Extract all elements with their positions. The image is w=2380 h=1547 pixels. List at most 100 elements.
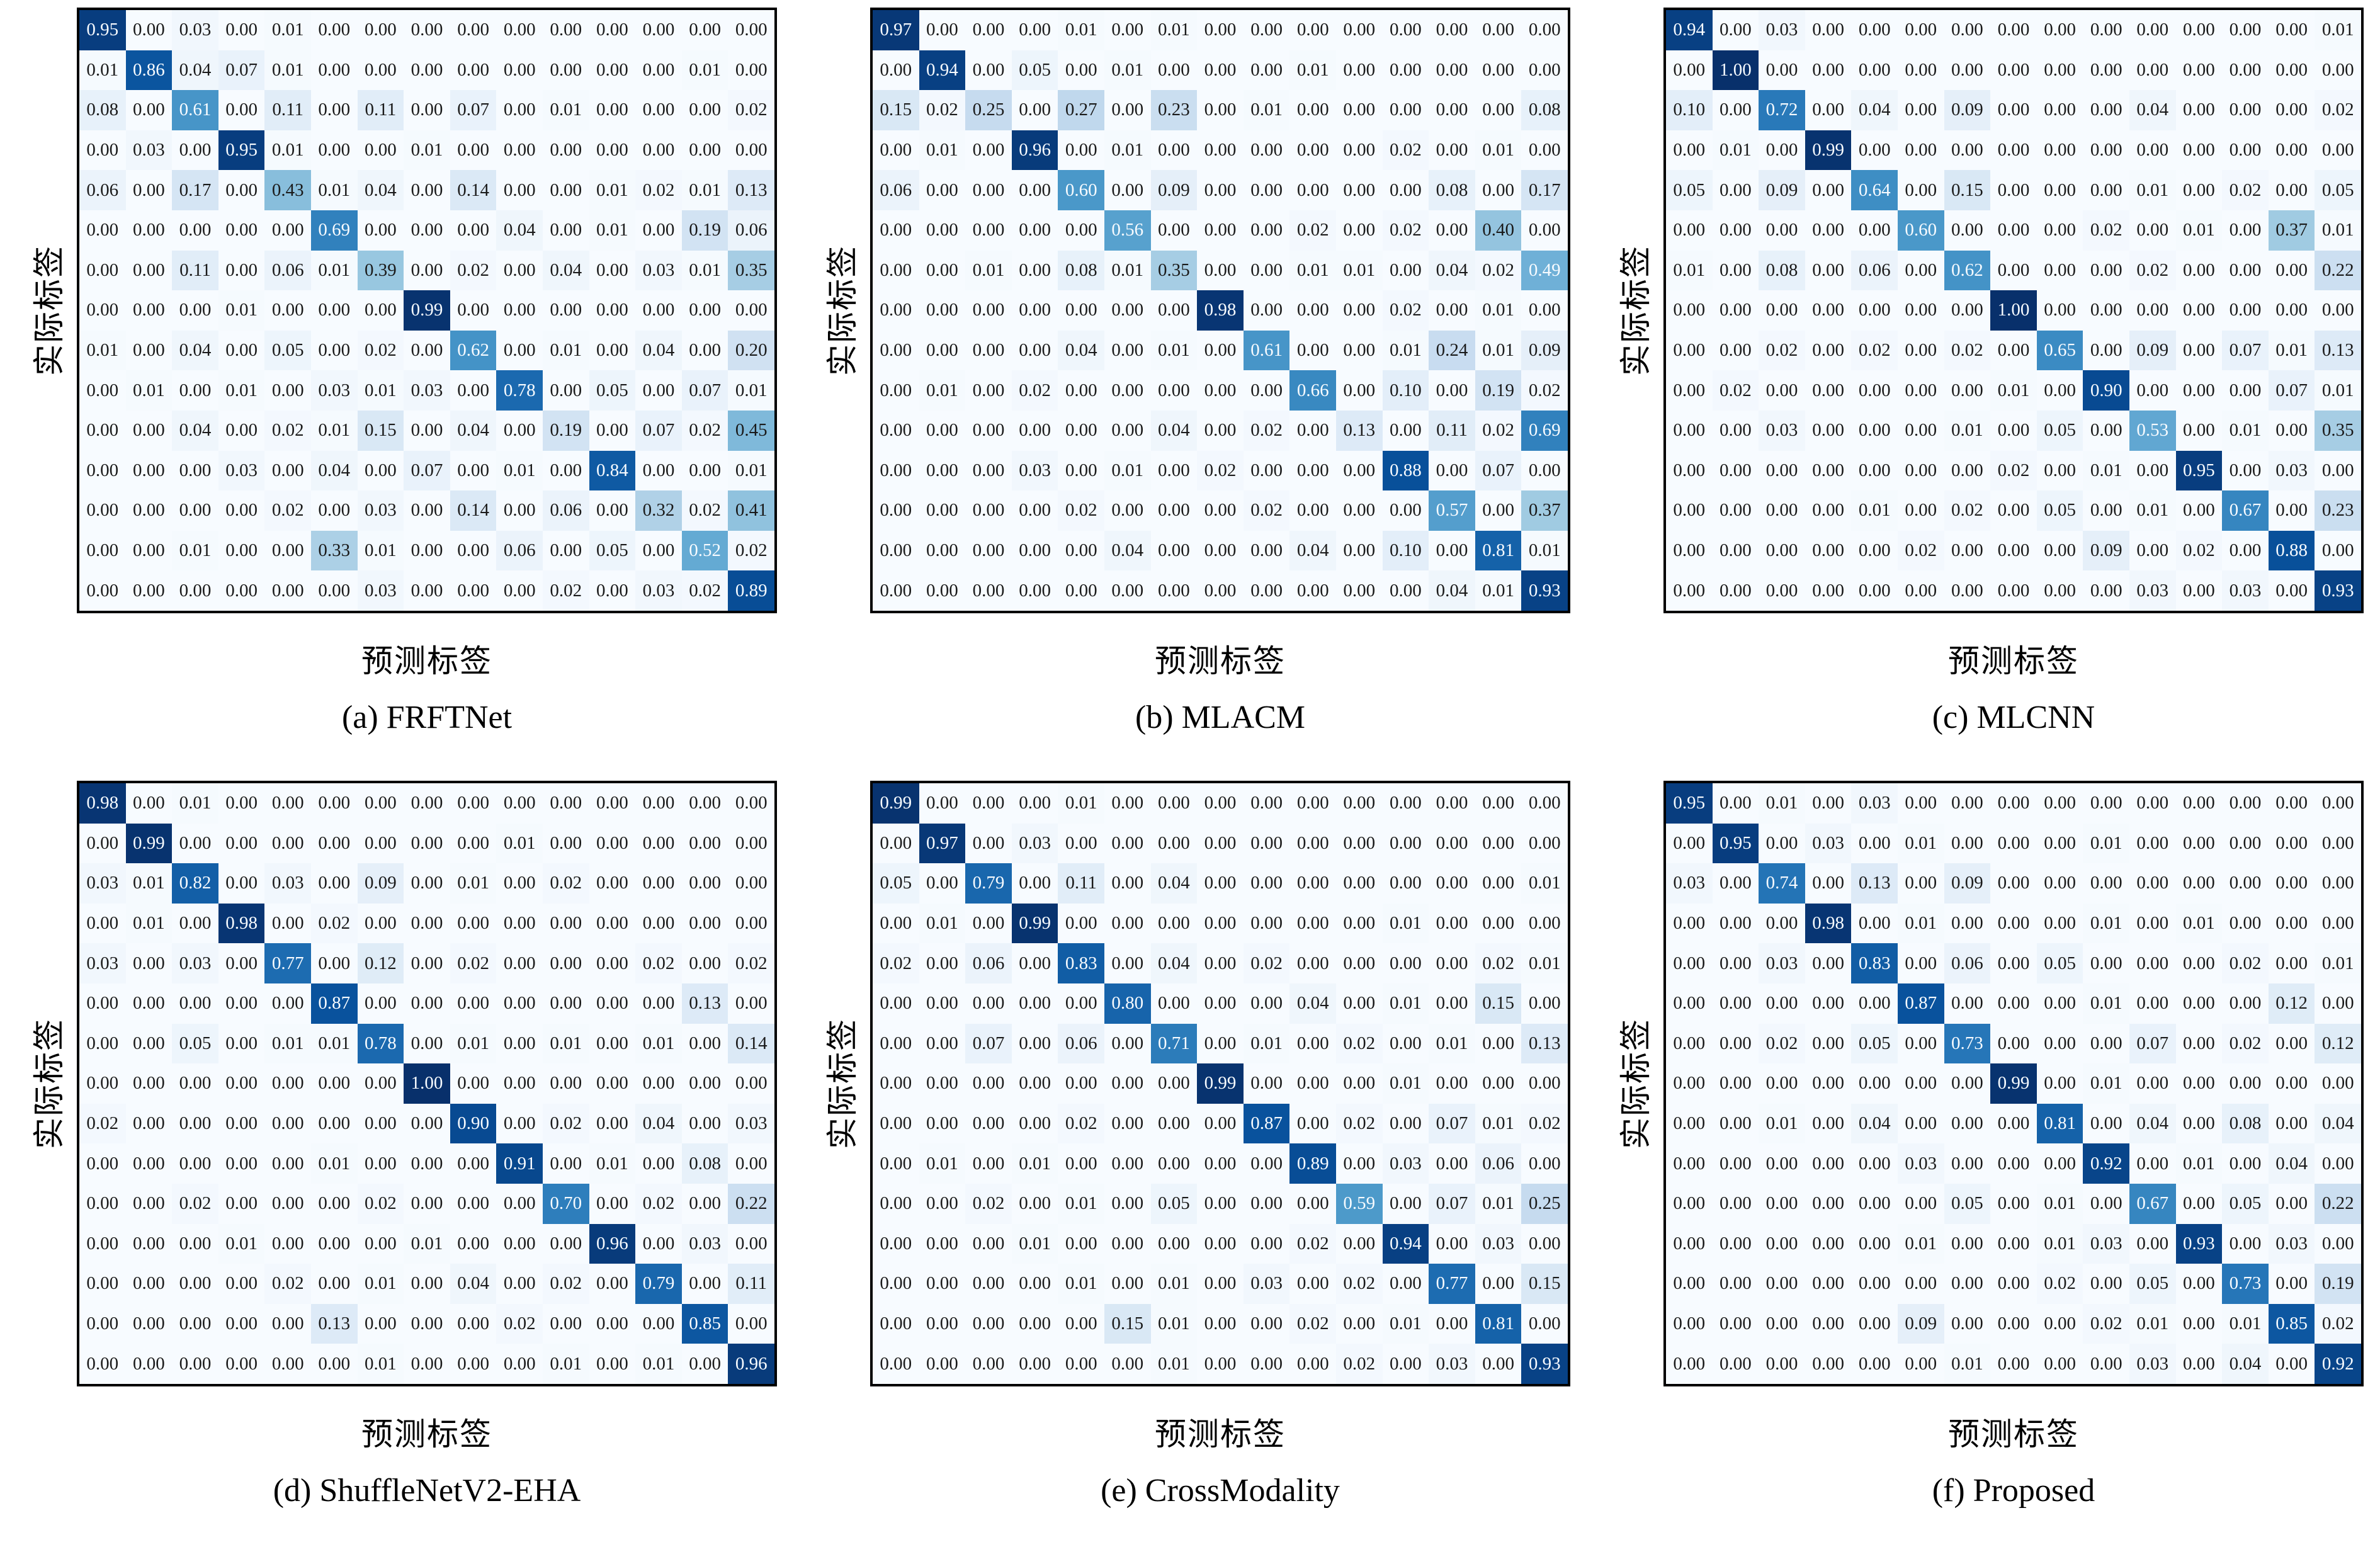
matrix-cell: 0.00 bbox=[1197, 250, 1244, 291]
matrix-cell: 0.00 bbox=[450, 210, 497, 251]
matrix-cell: 0.00 bbox=[1990, 1223, 2037, 1264]
matrix-cell: 0.00 bbox=[496, 1264, 543, 1304]
matrix-cell: 0.00 bbox=[218, 1303, 265, 1344]
matrix-cell: 0.00 bbox=[1429, 1063, 1475, 1104]
matrix-cell: 0.00 bbox=[1944, 10, 1991, 50]
matrix-cell: 0.04 bbox=[635, 1103, 682, 1144]
matrix-cell: 0.00 bbox=[496, 570, 543, 611]
matrix-cell: 0.00 bbox=[2036, 983, 2083, 1024]
matrix-cell: 0.00 bbox=[404, 50, 450, 91]
matrix-cell: 0.00 bbox=[404, 410, 450, 451]
matrix-cell: 0.95 bbox=[2175, 450, 2223, 491]
matrix-cell: 0.00 bbox=[2129, 823, 2176, 864]
matrix-cell: 0.00 bbox=[2175, 410, 2223, 451]
matrix-cell: 0.00 bbox=[496, 1183, 543, 1224]
x-axis-label: 预测标签 bbox=[1947, 643, 2079, 679]
matrix-cell: 0.99 bbox=[125, 823, 173, 864]
matrix-cell: 0.00 bbox=[2175, 1103, 2223, 1144]
matrix-cell: 0.88 bbox=[1382, 450, 1429, 491]
matrix-cell: 0.00 bbox=[542, 823, 589, 864]
matrix-cell: 0.00 bbox=[1243, 863, 1290, 904]
matrix-cell: 0.13 bbox=[2315, 330, 2361, 371]
matrix-cell: 0.13 bbox=[310, 1303, 358, 1344]
matrix-cell: 0.00 bbox=[2175, 90, 2223, 130]
matrix-cell: 0.00 bbox=[218, 90, 265, 130]
matrix-cell: 0.83 bbox=[1851, 943, 1898, 983]
matrix-cell: 0.00 bbox=[1289, 1063, 1336, 1104]
matrix-cell: 0.00 bbox=[2222, 903, 2269, 944]
matrix-cell: 0.01 bbox=[2222, 410, 2269, 451]
matrix-cell: 0.00 bbox=[1990, 490, 2037, 531]
matrix-cell: 0.00 bbox=[310, 50, 358, 91]
matrix-cell: 0.00 bbox=[965, 170, 1012, 210]
y-axis-label-box: 实际标签 bbox=[810, 245, 870, 376]
matrix-cell: 0.02 bbox=[728, 530, 774, 571]
matrix-cell: 0.01 bbox=[1058, 1264, 1104, 1304]
matrix-cell: 0.01 bbox=[728, 370, 774, 411]
matrix-cell: 0.00 bbox=[404, 490, 450, 531]
matrix-cell: 0.00 bbox=[965, 210, 1012, 251]
matrix-cell: 0.00 bbox=[2222, 210, 2269, 251]
matrix-cell: 0.00 bbox=[218, 1143, 265, 1184]
matrix-cell: 0.13 bbox=[1335, 410, 1383, 451]
matrix-cell: 0.00 bbox=[79, 1264, 126, 1304]
matrix-cell: 0.00 bbox=[1429, 1223, 1475, 1264]
matrix-cell: 0.00 bbox=[1990, 330, 2037, 371]
matrix-cell: 0.00 bbox=[1666, 1023, 1713, 1064]
matrix-cell: 0.06 bbox=[873, 170, 919, 210]
matrix-cell: 0.00 bbox=[919, 1303, 966, 1344]
matrix-cell: 0.00 bbox=[1990, 823, 2037, 864]
matrix-cell: 0.00 bbox=[2268, 863, 2315, 904]
matrix-cell: 0.00 bbox=[1011, 490, 1058, 531]
matrix-cell: 0.04 bbox=[172, 50, 218, 91]
matrix-cell: 0.00 bbox=[1058, 50, 1104, 91]
matrix-cell: 0.00 bbox=[1150, 1143, 1198, 1184]
matrix-cell: 0.00 bbox=[1666, 1143, 1713, 1184]
matrix-cell: 0.00 bbox=[1712, 1143, 1759, 1184]
matrix-cell: 0.01 bbox=[1666, 250, 1713, 291]
matrix-cell: 0.00 bbox=[1150, 1103, 1198, 1144]
matrix-cell: 0.90 bbox=[450, 1103, 497, 1144]
matrix-cell: 0.01 bbox=[218, 1223, 265, 1264]
matrix-cell: 0.00 bbox=[496, 1023, 543, 1064]
matrix-cell: 0.00 bbox=[264, 1103, 311, 1144]
matrix-cell: 0.01 bbox=[542, 1344, 589, 1384]
matrix-cell: 0.00 bbox=[1058, 823, 1104, 864]
matrix-cell: 0.00 bbox=[1990, 1344, 2037, 1384]
matrix-cell: 0.77 bbox=[1429, 1264, 1475, 1304]
matrix-cell: 0.93 bbox=[1521, 1344, 1568, 1384]
matrix-cell: 0.00 bbox=[681, 450, 728, 491]
matrix-cell: 0.00 bbox=[1058, 1223, 1104, 1264]
matrix-cell: 0.01 bbox=[218, 370, 265, 411]
y-axis-label-box: 实际标签 bbox=[16, 1018, 77, 1149]
matrix-cell: 0.00 bbox=[125, 1303, 173, 1344]
matrix-cell: 0.00 bbox=[1289, 170, 1336, 210]
matrix-cell: 0.00 bbox=[496, 170, 543, 210]
matrix-cell: 0.00 bbox=[1944, 290, 1991, 331]
matrix-cell: 0.00 bbox=[264, 983, 311, 1024]
matrix-cell: 0.00 bbox=[218, 1063, 265, 1104]
matrix-cell: 0.02 bbox=[450, 943, 497, 983]
matrix-cell: 0.00 bbox=[635, 370, 682, 411]
matrix-cell: 0.00 bbox=[589, 823, 636, 864]
matrix-cell: 0.08 bbox=[1759, 250, 1805, 291]
matrix-cell: 0.00 bbox=[1805, 90, 1852, 130]
matrix-cell: 0.22 bbox=[2315, 1183, 2361, 1224]
matrix-cell: 0.00 bbox=[873, 1223, 919, 1264]
matrix-cell: 0.00 bbox=[1759, 450, 1805, 491]
matrix-cell: 0.00 bbox=[1382, 783, 1429, 824]
matrix-cell: 0.00 bbox=[1712, 250, 1759, 291]
matrix-cell: 0.00 bbox=[1429, 10, 1475, 50]
matrix-cell: 0.00 bbox=[1521, 903, 1568, 944]
matrix-cell: 0.00 bbox=[919, 10, 966, 50]
matrix-cell: 0.00 bbox=[919, 1023, 966, 1064]
matrix-cell: 0.35 bbox=[2315, 410, 2361, 451]
matrix-cell: 0.00 bbox=[1805, 943, 1852, 983]
matrix-cell: 0.00 bbox=[1058, 903, 1104, 944]
matrix-cell: 0.00 bbox=[1851, 210, 1898, 251]
matrix-cell: 0.00 bbox=[357, 130, 404, 171]
matrix-cell: 0.00 bbox=[2222, 1143, 2269, 1184]
matrix-cell: 0.00 bbox=[404, 823, 450, 864]
matrix-cell: 0.17 bbox=[1521, 170, 1568, 210]
